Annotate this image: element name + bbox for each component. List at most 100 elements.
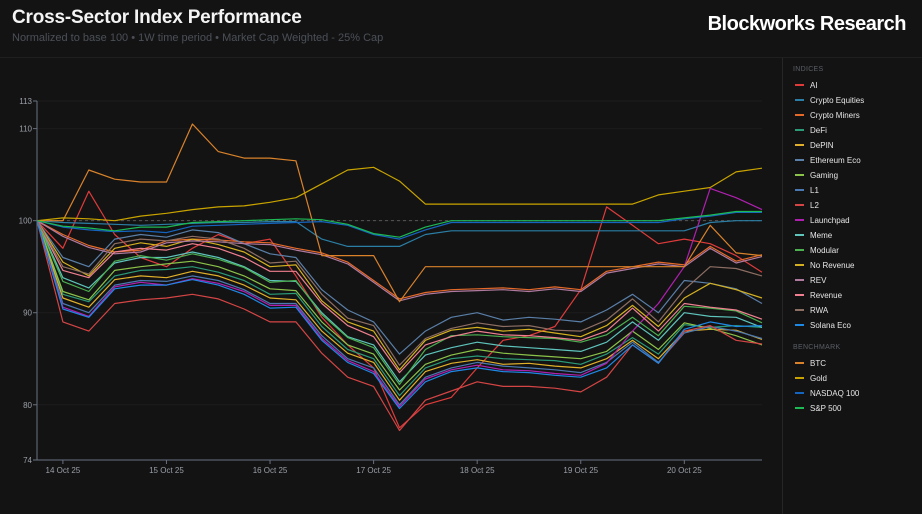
series-line-meme <box>36 220 763 383</box>
legend-item-rev[interactable]: REV <box>795 274 826 286</box>
y-tick-label: 74 <box>23 456 32 465</box>
legend-heading-benchmark: BENCHMARK <box>793 344 841 351</box>
legend-label: DeFi <box>810 125 827 135</box>
legend-item-rwa[interactable]: RWA <box>795 304 828 316</box>
legend-label: DePIN <box>810 140 834 150</box>
page-subtitle: Normalized to base 100 • 1W time period … <box>12 32 384 44</box>
series-line-gold <box>36 166 763 222</box>
legend-item-solana-eco[interactable]: Solana Eco <box>795 319 851 331</box>
legend-label: Ethereum Eco <box>810 155 861 165</box>
series-line-depin <box>36 220 763 401</box>
x-tick-label: 16 Oct 25 <box>253 466 288 475</box>
series-line-l2 <box>36 220 763 432</box>
x-tick-label: 14 Oct 25 <box>46 466 81 475</box>
legend-label: L1 <box>810 185 819 195</box>
legend-item-s-p-500[interactable]: S&P 500 <box>795 402 841 414</box>
legend-label: Crypto Equities <box>810 95 865 105</box>
legend-swatch <box>795 99 804 101</box>
series-line-rwa <box>36 220 763 366</box>
legend-item-crypto-miners[interactable]: Crypto Miners <box>795 109 860 121</box>
legend-item-l2[interactable]: L2 <box>795 199 819 211</box>
brand-logo: Blockworks Research <box>707 13 907 35</box>
legend-swatch <box>795 84 804 86</box>
legend-label: L2 <box>810 200 819 210</box>
legend-item-nasdaq-100[interactable]: NASDAQ 100 <box>795 387 859 399</box>
legend-swatch <box>795 392 804 394</box>
legend-label: Meme <box>810 230 833 240</box>
header-divider <box>0 57 922 58</box>
legend-label: Gaming <box>810 170 839 180</box>
legend-label: Solana Eco <box>810 320 851 330</box>
legend-swatch <box>795 309 804 311</box>
legend-swatch <box>795 279 804 281</box>
legend-swatch <box>795 174 804 176</box>
legend-label: RWA <box>810 305 829 315</box>
legend-swatch <box>795 264 804 266</box>
legend-item-crypto-equities[interactable]: Crypto Equities <box>795 94 864 106</box>
legend-panel: INDICES BENCHMARK AI Crypto Equities Crypt… <box>782 58 922 514</box>
x-tick-label: 20 Oct 25 <box>667 466 702 475</box>
legend-label: BTC <box>810 358 826 368</box>
legend-label: Launchpad <box>810 215 850 225</box>
legend-label: No Revenue <box>810 260 855 270</box>
legend-item-modular[interactable]: Modular <box>795 244 839 256</box>
series-line-revenue <box>36 220 763 374</box>
legend-item-meme[interactable]: Meme <box>795 229 832 241</box>
legend-item-ai[interactable]: AI <box>795 79 818 91</box>
series-line-gaming <box>36 220 763 391</box>
series-line-nasdaq-100 <box>36 211 762 240</box>
legend-label: Crypto Miners <box>810 110 860 120</box>
y-tick-label: 110 <box>19 125 32 134</box>
legend-label: Modular <box>810 245 839 255</box>
series-line-btc <box>37 123 763 303</box>
legend-swatch <box>795 129 804 131</box>
legend-swatch <box>795 189 804 191</box>
legend-label: REV <box>810 275 827 285</box>
series-line-crypto-equities <box>36 220 762 247</box>
x-tick-label: 18 Oct 25 <box>460 466 495 475</box>
series-line-l1 <box>36 220 763 406</box>
legend-item-gold[interactable]: Gold <box>795 372 827 384</box>
legend-label: S&P 500 <box>810 403 842 413</box>
legend-item-ethereum-eco[interactable]: Ethereum Eco <box>795 154 861 166</box>
series-line-rev <box>36 220 763 302</box>
legend-item-depin[interactable]: DePIN <box>795 139 834 151</box>
legend-item-l1[interactable]: L1 <box>795 184 819 196</box>
series-line-launchpad <box>36 187 763 408</box>
legend-item-launchpad[interactable]: Launchpad <box>795 214 850 226</box>
series-line-ai <box>36 190 763 429</box>
legend-item-no-revenue[interactable]: No Revenue <box>795 259 854 271</box>
legend-swatch <box>795 362 804 364</box>
legend-swatch <box>795 204 804 206</box>
legend-item-defi[interactable]: DeFi <box>795 124 827 136</box>
series-line-s-p-500 <box>36 210 762 238</box>
legend-swatch <box>795 249 804 251</box>
x-tick-label: 15 Oct 25 <box>149 466 184 475</box>
legend-item-gaming[interactable]: Gaming <box>795 169 838 181</box>
series-line-defi <box>36 220 763 397</box>
legend-swatch <box>795 407 804 409</box>
y-tick-label: 113 <box>19 97 32 106</box>
legend-heading-indices: INDICES <box>793 66 824 73</box>
legend-item-revenue[interactable]: Revenue <box>795 289 842 301</box>
legend-swatch <box>795 234 804 236</box>
line-chart: 74 80 90 100 110 113 14 Oct 25 15 Oct 25 16 Oct … <box>19 97 763 475</box>
legend-label: Gold <box>810 373 827 383</box>
y-tick-label: 90 <box>23 309 32 318</box>
legend-swatch <box>795 159 804 161</box>
x-tick-label: 19 Oct 25 <box>563 466 598 475</box>
legend-swatch <box>795 219 804 221</box>
series-line-solana-eco <box>36 220 763 410</box>
y-tick-label: 100 <box>19 217 33 226</box>
legend-swatch <box>795 114 804 116</box>
legend-item-btc[interactable]: BTC <box>795 357 826 369</box>
series-line-no-revenue <box>36 220 763 371</box>
legend-label: Revenue <box>810 290 843 300</box>
legend-swatch <box>795 324 804 326</box>
y-tick-label: 80 <box>23 401 32 410</box>
series-line-modular <box>36 220 763 386</box>
legend-swatch <box>795 294 804 296</box>
legend-swatch <box>795 377 804 379</box>
legend-label: NASDAQ 100 <box>810 388 860 398</box>
series-line-ethereum-eco <box>36 220 763 355</box>
